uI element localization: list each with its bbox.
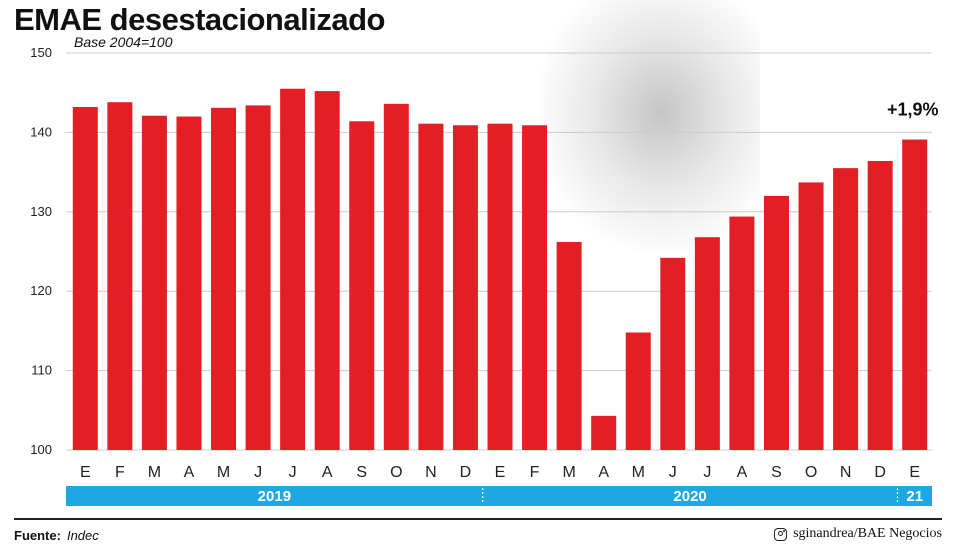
instagram-icon	[774, 527, 788, 541]
year-label: 2019	[258, 488, 291, 505]
bar	[245, 105, 271, 451]
x-tick-label: A	[737, 464, 748, 481]
x-tick-label: J	[703, 464, 711, 481]
x-tick-label: S	[771, 464, 782, 481]
y-tick-label: 140	[30, 124, 52, 139]
credit-text: sginandrea/BAE Negocios	[793, 526, 942, 541]
bar	[72, 106, 98, 450]
bar	[763, 195, 789, 450]
x-tick-label: A	[184, 464, 195, 481]
bar	[176, 116, 202, 451]
bar	[314, 91, 340, 450]
x-tick-label: E	[909, 464, 920, 481]
year-label: 2020	[673, 488, 706, 505]
bar	[141, 115, 167, 450]
x-tick-label: A	[598, 464, 609, 481]
y-tick-label: 110	[31, 363, 52, 378]
bar	[867, 160, 893, 450]
bar	[452, 125, 478, 450]
x-tick-label: N	[425, 464, 437, 481]
bar	[349, 121, 375, 450]
chart-title: EMAE desestacionalizado	[14, 2, 385, 37]
x-tick-label: D	[460, 464, 472, 481]
y-tick-label: 100	[30, 442, 52, 457]
bar	[522, 125, 548, 450]
y-tick-label: 130	[30, 204, 52, 219]
bar	[902, 139, 928, 450]
x-tick-label: F	[115, 464, 125, 481]
footer-divider	[14, 518, 942, 520]
year-band	[66, 486, 932, 506]
bar	[556, 241, 582, 450]
bar	[694, 237, 720, 450]
x-tick-label: D	[874, 464, 886, 481]
bar	[107, 102, 133, 450]
background-photo	[540, 0, 760, 250]
x-tick-label: F	[530, 464, 540, 481]
x-tick-label: S	[356, 464, 367, 481]
bar	[729, 216, 755, 450]
source-note: Fuente: Indec	[14, 528, 99, 543]
x-tick-label: A	[322, 464, 333, 481]
x-tick-label: J	[254, 464, 262, 481]
x-tick-label: N	[840, 464, 852, 481]
x-tick-label: E	[495, 464, 506, 481]
bar	[660, 257, 686, 450]
y-tick-label: 120	[30, 283, 52, 298]
credit: sginandrea/BAE Negocios	[774, 526, 942, 542]
y-tick-label: 150	[30, 45, 52, 60]
source-value: Indec	[66, 528, 99, 543]
bar	[280, 88, 306, 450]
bar	[798, 182, 824, 450]
x-tick-label: J	[289, 464, 297, 481]
x-tick-label: O	[390, 464, 402, 481]
x-tick-label: M	[562, 464, 575, 481]
source-label: Fuente:	[14, 528, 61, 543]
chart-subtitle: Base 2004=100	[74, 34, 173, 50]
bar	[211, 107, 237, 450]
change-annotation: +1,9%	[887, 100, 939, 120]
bar	[418, 123, 444, 450]
bar	[833, 168, 859, 450]
year-label: 21	[906, 488, 923, 505]
x-tick-label: M	[148, 464, 161, 481]
x-tick-label: M	[632, 464, 645, 481]
bar	[625, 332, 651, 450]
x-tick-label: O	[805, 464, 817, 481]
x-tick-label: M	[217, 464, 230, 481]
x-tick-label: E	[80, 464, 91, 481]
bar	[487, 123, 513, 450]
bar	[383, 103, 409, 450]
x-tick-label: J	[669, 464, 677, 481]
bar	[591, 415, 617, 450]
